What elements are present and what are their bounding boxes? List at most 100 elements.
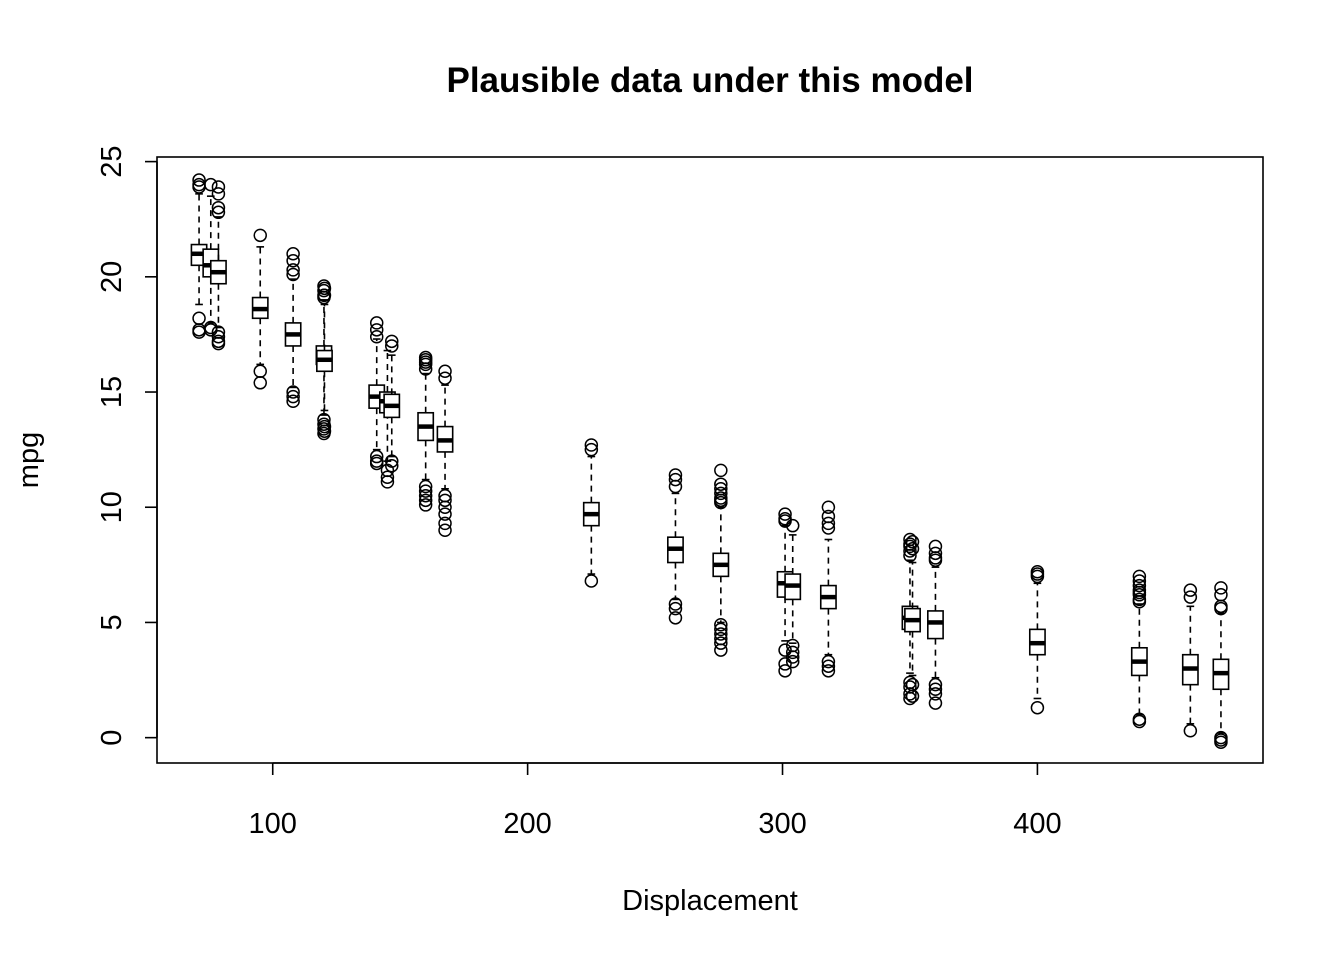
box — [712, 463, 730, 657]
box — [784, 518, 802, 669]
outlier-point — [369, 456, 384, 471]
outlier-point — [785, 654, 800, 669]
outlier-point — [438, 371, 452, 385]
outlier-point — [785, 518, 800, 533]
outlier-point — [211, 187, 226, 201]
outlier-point — [1030, 569, 1045, 584]
outlier-point — [369, 449, 384, 464]
outlier-point — [192, 173, 206, 187]
outlier-point — [1132, 578, 1147, 593]
y-tick-label: 20 — [96, 261, 128, 293]
outlier-point — [369, 316, 384, 330]
outlier-point — [418, 498, 433, 512]
outlier-point — [778, 507, 792, 521]
box — [251, 228, 269, 390]
y-tick-label: 25 — [96, 145, 128, 177]
y-tick-label: 10 — [96, 491, 128, 523]
outlier-point — [903, 544, 917, 558]
outlier-point — [821, 521, 836, 535]
outlier-point — [1132, 594, 1147, 609]
box — [582, 438, 600, 588]
outlier-point — [928, 696, 943, 710]
outlier-point — [821, 516, 836, 531]
outlier-point — [714, 463, 728, 478]
outlier-point — [385, 454, 399, 468]
chart-title: Plausible data under this model — [446, 61, 973, 100]
outlier-point — [1183, 583, 1198, 597]
box — [209, 180, 227, 351]
outlier-point — [380, 475, 395, 489]
outlier-point — [286, 385, 300, 399]
outlier-point — [418, 479, 433, 494]
y-tick-label: 5 — [96, 614, 128, 630]
outlier-point — [785, 650, 800, 664]
y-tick-label: 0 — [96, 730, 128, 746]
outlier-point — [821, 500, 836, 514]
outlier-point — [253, 228, 267, 243]
x-tick-label: 100 — [249, 808, 297, 840]
outlier-point — [1214, 735, 1228, 750]
outlier-point — [211, 336, 226, 351]
outlier-point — [211, 205, 226, 220]
x-tick-label: 200 — [503, 808, 551, 840]
x-axis-label: Displacement — [622, 885, 798, 917]
x-tick-label: 300 — [758, 808, 806, 840]
outlier-point — [668, 472, 683, 487]
outlier-point — [668, 601, 683, 616]
outlier-point — [317, 281, 332, 296]
outlier-point — [253, 364, 267, 379]
outlier-point — [1132, 569, 1147, 584]
outlier-point — [928, 553, 943, 567]
box — [436, 364, 454, 538]
box — [927, 539, 944, 710]
outlier-point — [668, 479, 683, 494]
outlier-point — [385, 459, 399, 473]
plot-frame — [156, 156, 1264, 764]
outlier-point — [211, 180, 226, 194]
outlier-point — [714, 627, 728, 641]
box — [417, 350, 435, 512]
outlier-point — [418, 488, 433, 503]
outlier-point — [211, 200, 226, 215]
y-axis-label: mpg — [13, 432, 45, 488]
outlier-point — [903, 548, 917, 563]
outlier-point — [714, 486, 728, 501]
outlier-point — [286, 267, 300, 282]
box — [819, 500, 837, 678]
outlier-point — [668, 611, 683, 625]
outlier-point — [778, 664, 792, 678]
outlier-point — [1214, 601, 1228, 616]
outlier-point — [1132, 588, 1147, 602]
outlier-point — [438, 364, 452, 379]
boxplot-series — [190, 173, 1230, 750]
outlier-point — [778, 657, 792, 671]
outlier-point — [905, 535, 920, 549]
outlier-point — [211, 329, 226, 344]
box — [316, 281, 333, 438]
outlier-point — [928, 687, 943, 701]
x-axis: 100 200 300 400 — [249, 762, 1062, 840]
outlier-point — [821, 509, 836, 524]
outlier-point — [369, 323, 384, 337]
box — [1028, 565, 1046, 715]
outlier-point — [1214, 581, 1228, 595]
outlier-point — [253, 376, 267, 390]
y-axis: 0 5 10 15 20 25 — [96, 145, 158, 746]
outlier-point — [714, 636, 728, 650]
outlier-point — [286, 263, 300, 277]
outlier-point — [928, 677, 943, 692]
outlier-point — [714, 495, 728, 510]
outlier-point — [714, 643, 728, 657]
outlier-point — [317, 419, 332, 434]
outlier-point — [317, 288, 332, 303]
outlier-point — [905, 689, 920, 703]
outlier-point — [785, 645, 800, 660]
outlier-point — [928, 546, 943, 561]
outlier-point — [584, 438, 599, 452]
outlier-point — [905, 541, 920, 556]
outlier-point — [714, 622, 728, 637]
x-tick-label: 400 — [1013, 808, 1061, 840]
outlier-point — [1183, 723, 1198, 738]
box — [1212, 581, 1230, 750]
outlier-point — [418, 362, 433, 376]
